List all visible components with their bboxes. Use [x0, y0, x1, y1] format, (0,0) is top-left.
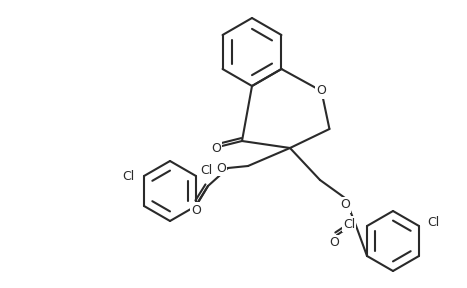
Text: Cl: Cl — [200, 164, 212, 177]
Text: O: O — [317, 84, 326, 98]
Text: Cl: Cl — [427, 215, 439, 228]
Text: O: O — [329, 236, 339, 249]
Text: O: O — [191, 204, 201, 217]
Text: O: O — [340, 198, 350, 211]
Text: Cl: Cl — [343, 217, 355, 230]
Text: O: O — [216, 162, 226, 175]
Text: Cl: Cl — [122, 170, 134, 183]
Text: O: O — [211, 143, 221, 156]
